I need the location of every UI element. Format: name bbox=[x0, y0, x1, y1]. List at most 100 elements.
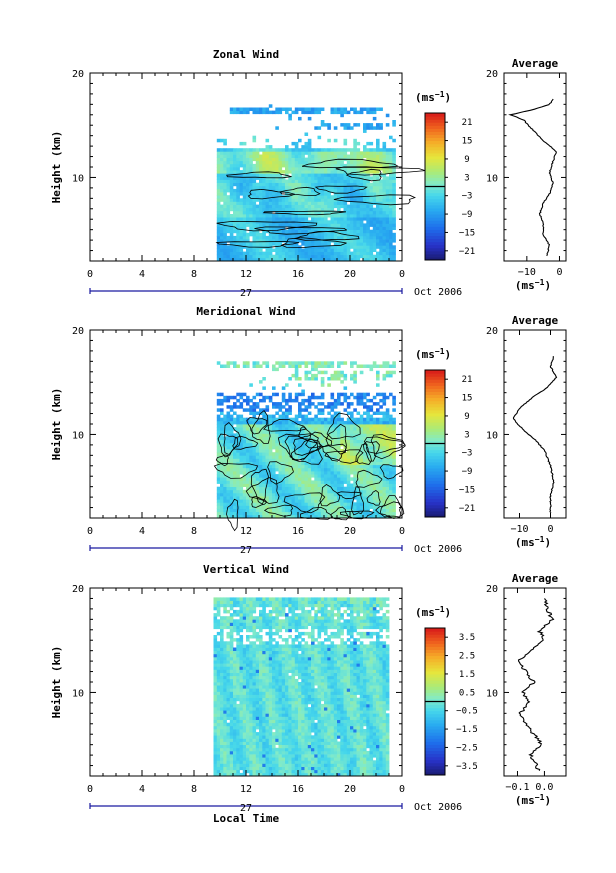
heatmap-cell bbox=[369, 414, 374, 419]
colorbar-band bbox=[425, 128, 445, 132]
heatmap-cell bbox=[229, 427, 234, 431]
heatmap-cell bbox=[311, 424, 315, 428]
heatmap-cell bbox=[272, 492, 276, 497]
heatmap-cell bbox=[317, 239, 322, 243]
zero-contour-line bbox=[215, 241, 300, 248]
heatmap-cell bbox=[233, 436, 237, 440]
heatmap-cell bbox=[333, 442, 338, 447]
heatmap-cell bbox=[223, 760, 227, 764]
heatmap-cell bbox=[285, 204, 289, 209]
heatmap-cell bbox=[359, 188, 364, 193]
heatmap-cell bbox=[307, 239, 312, 243]
heatmap-cell bbox=[346, 489, 351, 494]
heatmap-cell bbox=[359, 198, 364, 202]
heatmap-cell bbox=[288, 483, 292, 487]
heatmap-cell bbox=[285, 170, 289, 174]
heatmap-cell bbox=[246, 464, 250, 469]
heatmap-cell bbox=[317, 439, 322, 444]
heatmap-cell bbox=[246, 430, 250, 434]
heatmap-cell bbox=[314, 204, 318, 209]
heatmap-cell bbox=[246, 182, 250, 187]
heatmap-cell bbox=[346, 179, 351, 183]
heatmap-cell bbox=[288, 151, 292, 155]
heatmap-cell bbox=[233, 442, 237, 447]
heatmap-cell bbox=[340, 464, 344, 469]
heatmap-cell bbox=[366, 405, 370, 409]
heatmap-cell bbox=[379, 207, 383, 212]
heatmap-cell bbox=[252, 364, 257, 368]
heatmap-cell bbox=[233, 467, 237, 472]
heatmap-cell bbox=[363, 251, 367, 256]
heatmap-cell bbox=[389, 464, 393, 469]
heatmap-cell bbox=[340, 420, 344, 425]
heatmap-cell bbox=[268, 148, 273, 152]
heatmap-cell bbox=[226, 760, 231, 764]
heatmap-cell bbox=[294, 192, 299, 196]
heatmap-cell bbox=[272, 514, 276, 519]
heatmap-cell bbox=[291, 499, 296, 503]
heatmap-cell bbox=[288, 505, 292, 509]
heatmap-cell bbox=[356, 430, 361, 434]
heatmap-cell bbox=[262, 179, 266, 183]
colorbar-band bbox=[425, 486, 445, 490]
heatmap-cell bbox=[213, 713, 218, 717]
heatmap-cell bbox=[288, 430, 292, 434]
heatmap-cell bbox=[233, 235, 237, 240]
heatmap-cell bbox=[359, 474, 364, 478]
heatmap-cell bbox=[246, 148, 250, 152]
heatmap-cell bbox=[369, 489, 374, 494]
heatmap-cell bbox=[298, 257, 302, 262]
heatmap-cell bbox=[252, 455, 257, 459]
heatmap-cell bbox=[379, 163, 383, 168]
heatmap-cell bbox=[213, 666, 218, 670]
heatmap-cell bbox=[356, 198, 361, 202]
heatmap-cell bbox=[350, 251, 354, 256]
heatmap-cell bbox=[275, 402, 279, 406]
heatmap-cell bbox=[259, 424, 263, 428]
zero-contour-line bbox=[379, 464, 404, 480]
heatmap-cell bbox=[343, 398, 348, 403]
heatmap-cell bbox=[317, 107, 322, 111]
heatmap-cell bbox=[252, 486, 257, 491]
heatmap-cell bbox=[376, 185, 380, 190]
heatmap-cell bbox=[223, 182, 227, 187]
heatmap-cell bbox=[223, 508, 227, 513]
heatmap-cell bbox=[220, 364, 224, 368]
heatmap-cell bbox=[385, 204, 390, 209]
heatmap-cell bbox=[330, 402, 335, 406]
heatmap-cell bbox=[379, 455, 383, 459]
heatmap-cell bbox=[327, 182, 331, 187]
heatmap-cell bbox=[239, 217, 244, 221]
heatmap-cell bbox=[246, 364, 250, 368]
heatmap-cell bbox=[220, 207, 224, 212]
heatmap-cell bbox=[278, 508, 283, 513]
heatmap-cell bbox=[252, 433, 257, 437]
heatmap-cell bbox=[265, 405, 270, 409]
colorbar-band bbox=[425, 434, 445, 438]
heatmap-cell bbox=[333, 185, 338, 190]
heatmap-cell bbox=[268, 436, 273, 440]
heatmap-cell bbox=[216, 217, 221, 221]
heatmap-cell bbox=[229, 445, 234, 450]
heatmap-cell bbox=[311, 229, 315, 234]
heatmap-cell bbox=[304, 145, 309, 149]
heatmap-cell bbox=[343, 486, 348, 491]
heatmap-cell bbox=[220, 433, 224, 437]
heatmap-cell bbox=[220, 738, 224, 742]
heatmap-cell bbox=[223, 650, 227, 655]
heatmap-cell bbox=[291, 480, 296, 484]
heatmap-cell bbox=[353, 508, 357, 513]
heatmap-cell bbox=[382, 245, 387, 249]
zero-contour-line bbox=[262, 210, 347, 216]
heatmap-cell bbox=[259, 214, 263, 218]
heatmap-cell bbox=[242, 417, 247, 422]
heatmap-cell bbox=[340, 167, 344, 171]
colorbar-band bbox=[425, 385, 445, 389]
heatmap-cell bbox=[317, 483, 322, 487]
heatmap-cell bbox=[285, 151, 289, 155]
heatmap-cell bbox=[278, 154, 283, 158]
heatmap-cell bbox=[272, 452, 276, 456]
heatmap-cell bbox=[246, 235, 250, 240]
heatmap-cell bbox=[382, 157, 387, 162]
heatmap-cell bbox=[294, 141, 299, 146]
